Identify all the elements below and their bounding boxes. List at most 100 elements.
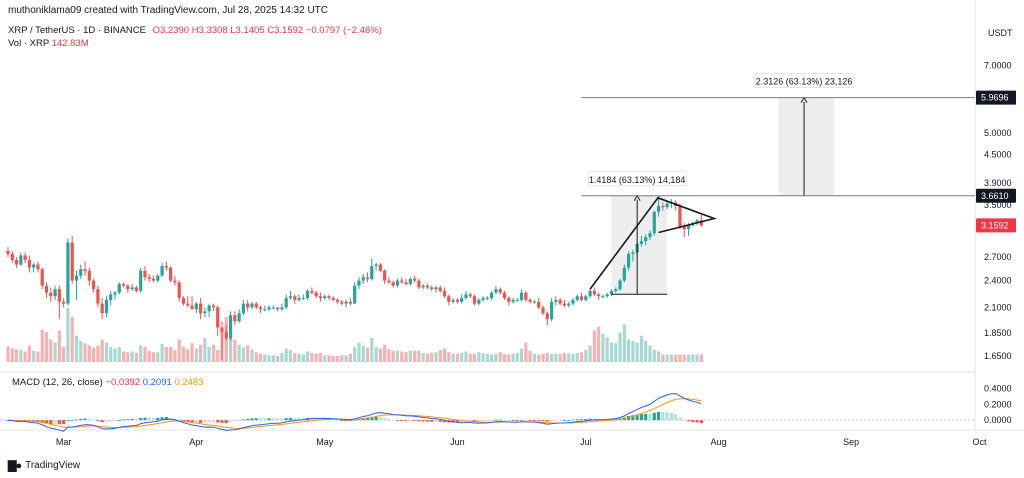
volume-bar (387, 349, 391, 362)
candle-body (306, 290, 310, 299)
macd-hist-bar (254, 418, 258, 421)
candle-body (464, 294, 468, 299)
volume-bar (537, 354, 541, 362)
candle-body (280, 307, 284, 310)
macd-hist-bar (656, 411, 661, 421)
candle-body (425, 285, 430, 288)
volume-bar (460, 353, 464, 362)
macd-hist-bar (177, 420, 181, 421)
macd-hist-bar (421, 420, 425, 422)
candle-body (597, 294, 601, 297)
candle-body (104, 299, 109, 314)
macd-hist-bar (92, 419, 96, 421)
volume-bar (370, 338, 374, 362)
macd-hist-bar (387, 419, 391, 421)
candle-body (344, 301, 348, 304)
macd-hist-bar (301, 418, 305, 421)
volume-bar (558, 353, 562, 362)
volume-bar (584, 350, 588, 362)
macd-hist-bar (160, 417, 164, 421)
volume-bar (455, 353, 459, 362)
macd-hist-bar (96, 420, 100, 421)
macd-hist-bar (408, 420, 412, 421)
candle-body (686, 225, 691, 230)
volume-bar (216, 350, 220, 362)
volume-bar (434, 352, 438, 362)
candle-body (408, 278, 412, 284)
macd-label[interactable]: MACD (12, 26, close) (12, 377, 103, 388)
macd-line-value: 0.2091 (142, 377, 172, 388)
macd-hist-bar (558, 420, 562, 421)
volume-bar (96, 345, 100, 362)
volume-label[interactable]: Vol · XRP (8, 38, 50, 49)
candle-body (421, 285, 425, 288)
macd-hist-bar (609, 418, 614, 421)
macd-hist-bar (121, 419, 126, 421)
volume-bar (57, 330, 61, 362)
volume-bar (79, 341, 83, 362)
volume-bar (644, 341, 648, 362)
grid (0, 0, 1024, 431)
ohlc-change: −0.0797 (−2.46%) (305, 25, 382, 36)
candle-body (579, 296, 584, 300)
candle-body (665, 203, 669, 208)
volume-bar (391, 350, 395, 362)
candle-body (468, 294, 472, 297)
volume-bar (656, 351, 661, 362)
volume-bar (532, 353, 537, 362)
macd-hist-bar (203, 420, 207, 423)
price-tick-label: 2.4000 (984, 276, 1012, 286)
volume-bar (674, 354, 678, 362)
volume-bar (335, 356, 340, 362)
candle-body (301, 298, 305, 300)
candle-body (216, 307, 220, 328)
candle-body (622, 267, 626, 281)
tradingview-logo[interactable]: ▇● TradingView (8, 459, 80, 472)
candle-body (404, 282, 408, 284)
macd-hist-bar (211, 420, 216, 422)
candle-body (156, 275, 160, 281)
candle-body (92, 280, 96, 290)
volume-bar (190, 343, 194, 362)
candle-body (682, 226, 686, 230)
candle-body (455, 299, 459, 302)
macd-hist-bar (430, 420, 434, 422)
macd-hist-bar (669, 413, 673, 421)
macd-hist-bar (391, 419, 395, 421)
volume-bar (498, 352, 502, 362)
volume-bar (228, 333, 233, 362)
macd-hist-bar (507, 420, 511, 421)
volume-bar (134, 353, 138, 362)
candle-body (323, 296, 327, 299)
volume-bar (609, 342, 614, 362)
macd-hist-bar (151, 417, 156, 421)
candle-body (177, 282, 181, 299)
macd-hist-bar (83, 418, 87, 421)
macd-hist-bar (549, 420, 554, 421)
volume-bar (601, 333, 605, 362)
volume-bar (87, 345, 91, 362)
volume-bar (237, 344, 241, 362)
volume-bar (511, 353, 515, 362)
volume-bar (109, 347, 113, 362)
volume-bar (408, 350, 412, 362)
macd-hist-bar (665, 412, 669, 421)
volume-bar (400, 351, 404, 362)
volume-bar (151, 352, 156, 362)
volume-bar (130, 351, 134, 362)
volume-bar (669, 354, 673, 362)
macd-pane (0, 393, 975, 432)
macd-hist-bar (400, 420, 404, 421)
volume-bar (314, 353, 318, 362)
macd-hist-bar (340, 420, 344, 421)
symbol-name[interactable]: XRP / TetherUS · 1D · BINANCE (8, 25, 146, 36)
macd-hist-bar (70, 419, 74, 421)
candle-body (173, 280, 177, 283)
trend-line (589, 196, 660, 290)
candle-body (365, 277, 370, 279)
candle-body (228, 315, 233, 339)
macd-hist-bar (220, 420, 224, 423)
candle-body (442, 290, 447, 297)
candle-body (211, 305, 216, 308)
